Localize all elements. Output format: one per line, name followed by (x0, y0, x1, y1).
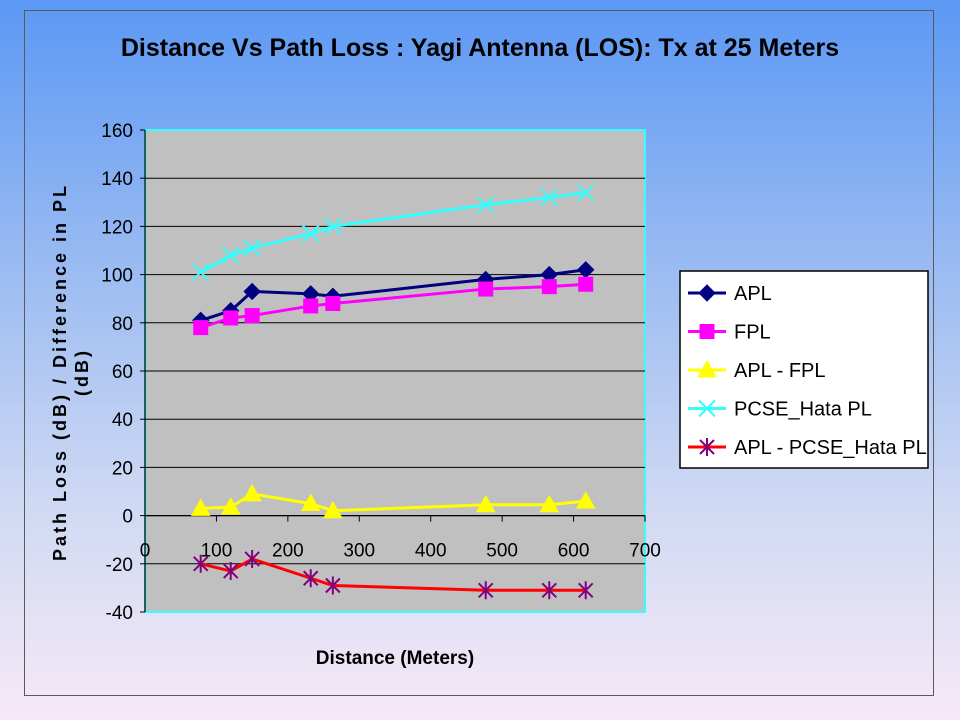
data-point (475, 494, 496, 513)
legend-label: FPL (734, 322, 771, 344)
x-tick-label: 200 (272, 541, 304, 562)
y-axis-label-line1: Path Loss (dB) / Difference in PL (50, 183, 70, 561)
data-point (303, 298, 319, 314)
series-line (199, 191, 586, 274)
x-tick-label: 100 (201, 541, 233, 562)
y-tick-label: -40 (106, 603, 133, 624)
data-point (325, 296, 341, 312)
data-point (242, 483, 262, 502)
data-point (300, 493, 321, 512)
data-point (323, 500, 343, 519)
legend-item: APL (688, 283, 772, 305)
series-group (190, 183, 596, 600)
y-tick-label: -20 (106, 555, 133, 576)
data-point (698, 399, 716, 418)
data-point (302, 224, 320, 243)
x-tick-label: 400 (415, 541, 447, 562)
data-point (541, 279, 557, 295)
data-point (244, 549, 260, 568)
legend-label: APL - PCSE_Hata PL (734, 437, 927, 459)
data-point (577, 183, 595, 202)
data-point (192, 263, 210, 281)
y-tick-label: 60 (112, 362, 133, 383)
series-fpl (193, 276, 594, 336)
y-tick-label: 160 (101, 121, 133, 142)
chart-frame (24, 10, 934, 696)
x-axis-ticks: 0 100 200 300 400 500 600 700 (140, 515, 661, 562)
data-point (243, 239, 261, 257)
y-axis-label-line2: (dB) (72, 348, 92, 396)
data-point (243, 282, 261, 301)
x-tick-label: 0 (140, 541, 151, 562)
y-tick-label: 140 (101, 169, 133, 190)
data-point (223, 310, 239, 326)
data-point (477, 196, 495, 214)
data-point (578, 276, 594, 292)
legend-item: APL - FPL (688, 359, 826, 382)
series-apl-fpl (190, 483, 596, 519)
data-point (698, 284, 716, 302)
data-point (303, 569, 319, 588)
series-pcse-hata-pl (192, 183, 595, 281)
legend: APL FPL APL - FPL PCSE_Hata PL APL - PCSE_Ha… (679, 270, 929, 469)
data-point (193, 554, 209, 573)
data-point (190, 498, 211, 516)
data-point (697, 359, 717, 378)
legend-item: PCSE_Hata PL (688, 399, 872, 421)
data-point (699, 438, 715, 456)
x-axis-label: Distance (Meters) (316, 648, 474, 669)
x-tick-label: 700 (629, 541, 661, 562)
data-point (478, 581, 494, 600)
data-point (539, 494, 560, 513)
y-tick-label: 120 (101, 217, 133, 238)
x-tick-label: 300 (343, 541, 375, 562)
data-point (478, 281, 494, 297)
data-point (540, 188, 558, 207)
legend-item: APL - PCSE_Hata PL (688, 437, 927, 459)
data-point (325, 576, 341, 595)
y-tick-label: 100 (101, 266, 133, 287)
y-axis-ticks: -40 -20 0 20 40 60 80 100 120 140 160 (101, 121, 145, 624)
legend-label: APL - FPL (734, 360, 826, 382)
y-tick-label: 40 (112, 410, 133, 431)
data-point (193, 320, 209, 336)
chart-title: Distance Vs Path Loss : Yagi Antenna (LO… (121, 34, 839, 62)
y-tick-label: 80 (112, 314, 133, 335)
data-point (222, 246, 240, 265)
series-apl-pcse-hata-pl (193, 549, 594, 600)
x-tick-label: 600 (558, 541, 590, 562)
data-point (223, 562, 239, 581)
legend-label: PCSE_Hata PL (734, 399, 872, 421)
data-point (578, 581, 594, 600)
legend-label: APL (734, 283, 772, 305)
data-point (220, 497, 241, 515)
x-tick-label: 500 (486, 541, 518, 562)
data-point (324, 217, 342, 236)
series-line (200, 557, 586, 592)
data-point (575, 491, 596, 509)
legend-item: FPL (688, 322, 771, 344)
y-tick-label: 20 (112, 458, 133, 479)
data-point (244, 308, 260, 324)
gridlines (145, 177, 645, 565)
y-axis-label-group: Path Loss (dB) / Difference in PL (dB) (50, 183, 92, 561)
data-point (541, 581, 557, 600)
data-point (699, 324, 715, 339)
y-tick-label: 0 (122, 507, 133, 528)
